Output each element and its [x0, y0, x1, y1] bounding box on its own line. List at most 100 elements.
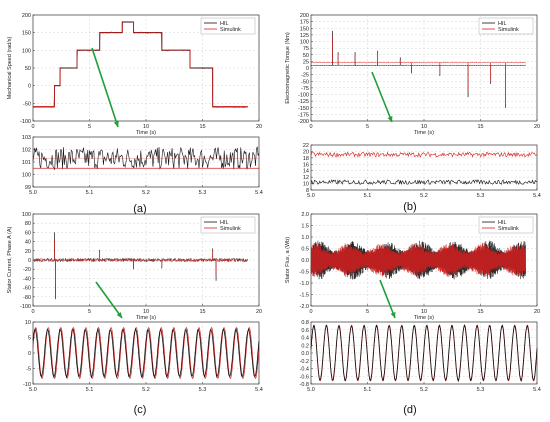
c-zoom-ytick-label: 0 — [28, 351, 31, 357]
d-main-ytick-label: 0.5 — [301, 247, 309, 253]
d-main-ytick-label: -0.5 — [300, 270, 309, 276]
a-zoom-xtick-label: 5.4 — [255, 190, 263, 196]
b-zoom-series-hil — [310, 179, 538, 186]
panel-b-main-chart: 2001751501251007550250-25-50-75-100-125-… — [285, 13, 540, 136]
c-zoom-ytick-label: 10 — [25, 320, 31, 326]
a-main-xlabel: Time (s) — [136, 130, 156, 136]
b-main-ytick-label: -25 — [301, 73, 309, 79]
b-zoom-ytick-label: 14 — [303, 169, 309, 175]
d-main-legend-label-simulink: Simulink — [498, 226, 519, 232]
c-main-ytick-label: 40 — [25, 240, 31, 246]
c-main-legend-label-simulink: Simulink — [220, 226, 241, 232]
a-zoom-xtick-label: 5.0 — [29, 190, 37, 196]
d-zoom-series-hil — [310, 323, 538, 383]
zoom-arrow-shaft — [371, 71, 393, 123]
a-main-ytick-label: 50 — [25, 66, 31, 72]
b-zoom-ytick-label: 8 — [306, 188, 309, 194]
d-main-xtick-label: 0 — [309, 309, 312, 315]
d-zoom-ytick-label: -0.6 — [300, 374, 309, 380]
c-main-legend-label-hil: HIL — [220, 220, 229, 226]
d-main-xtick-label: 5 — [366, 309, 369, 315]
d-main-ytick-label: 1.0 — [301, 235, 309, 241]
b-main-legend-label-simulink: Simulink — [498, 27, 519, 33]
b-main-ytick-label: 175 — [300, 20, 309, 26]
zoom-arrow-shaft — [91, 47, 119, 128]
b-main-ytick-label: 125 — [300, 33, 309, 39]
a-zoom-ytick-label: 99 — [25, 185, 31, 191]
d-main-ytick-label: -2.0 — [300, 304, 309, 310]
panel-c-zoom-arrow — [95, 281, 123, 319]
c-zoom-xtick-label: 5.1 — [86, 387, 94, 393]
d-main-xtick-label: 20 — [534, 309, 540, 315]
d-main-xlabel: Time (s) — [414, 315, 434, 321]
a-main-ytick-label: -100 — [20, 119, 31, 125]
a-zoom-series-hil — [32, 146, 260, 171]
a-main-series-simulink — [33, 21, 248, 107]
panel-a-zoom-arrow — [91, 47, 119, 128]
d-main-series-hil — [310, 240, 526, 280]
c-zoom-ytick-label: 5 — [28, 336, 31, 342]
d-main-ytick-label: 1.5 — [301, 224, 309, 230]
panel-a-zoom-chart: 103 102 101 100 995.0 5.1 5.2 5.3 5.4 — [22, 135, 263, 196]
a-zoom-xtick-label: 5.2 — [142, 190, 150, 196]
b-zoom-ytick-label: 10 — [303, 182, 309, 188]
a-main-ytick-label: 200 — [22, 13, 31, 19]
b-main-xtick-label: 15 — [477, 124, 483, 130]
a-zoom-ytick-label: 102 — [22, 148, 31, 154]
c-main-legend — [200, 216, 256, 234]
c-main-ytick-label: -40 — [23, 276, 31, 282]
panel-d-caption: (d) — [403, 404, 416, 416]
c-zoom-series-simulink — [32, 327, 260, 379]
a-zoom-ytick-label: 101 — [22, 160, 31, 166]
d-zoom-xtick-label: 5.2 — [420, 387, 428, 393]
b-main-ytick-label: 100 — [300, 40, 309, 46]
b-zoom-series-simulink — [310, 151, 538, 158]
a-main-ytick-label: -50 — [23, 101, 31, 107]
b-main-ytick-label: 50 — [303, 53, 309, 59]
b-zoom-xtick-label: 5.3 — [477, 193, 485, 199]
b-main-ytick-label: 75 — [303, 46, 309, 52]
b-main-ytick-label: -150 — [298, 106, 309, 112]
b-main-ytick-label: 150 — [300, 26, 309, 32]
d-zoom-ytick-label: 0.0 — [301, 351, 309, 357]
c-zoom-series-hil — [32, 327, 260, 379]
b-zoom-ytick-label: 16 — [303, 162, 309, 168]
c-main-ytick-label: 80 — [25, 221, 31, 227]
b-zoom-xtick-label: 5.0 — [307, 193, 315, 199]
c-main-series-simulink — [32, 257, 248, 263]
b-zoom-plot-area — [310, 144, 538, 191]
d-zoom-ytick-label: -0.4 — [300, 367, 309, 373]
a-zoom-xtick-label: 5.1 — [86, 190, 94, 196]
panel-d-zoom-arrow — [379, 279, 396, 319]
panel-b-zoom-arrow — [371, 71, 393, 123]
a-main-ylabel: Mechanical Speed (rad/s) — [7, 36, 13, 99]
c-main-ylabel: Stator Current, Phase A (A) — [7, 227, 13, 294]
c-zoom-xtick-label: 5.0 — [29, 387, 37, 393]
b-main-ytick-label: -175 — [298, 112, 309, 118]
c-main-ytick-label: 20 — [25, 249, 31, 255]
a-main-ytick-label: 0 — [28, 84, 31, 90]
b-main-xtick-label: 20 — [534, 124, 540, 130]
b-main-ytick-label: -200 — [298, 119, 309, 125]
b-main-xlabel: Time (s) — [414, 130, 434, 136]
b-zoom-ytick-label: 22 — [303, 143, 309, 149]
a-main-ytick-label: 100 — [22, 48, 31, 54]
a-main-xtick-label: 10 — [143, 124, 149, 130]
a-main-legend — [200, 17, 256, 35]
b-main-ytick-label: -50 — [301, 79, 309, 85]
b-main-ylabel: Electromagnetic Torque (Nm) — [285, 32, 291, 104]
b-zoom-ytick-label: 20 — [303, 149, 309, 155]
c-main-ytick-label: -20 — [23, 267, 31, 273]
b-main-ytick-label: -100 — [298, 93, 309, 99]
d-main-ylabel: Stator Flux, a (Wb) — [285, 237, 291, 283]
b-main-legend — [478, 17, 534, 35]
a-main-legend-label-simulink: Simulink — [220, 27, 241, 33]
c-main-ytick-label: 0 — [28, 258, 31, 264]
b-main-xtick-label: 10 — [421, 124, 427, 130]
panel-c-caption: (c) — [134, 404, 147, 416]
d-zoom-xtick-label: 5.1 — [364, 387, 372, 393]
d-zoom-ytick-label: 0.8 — [301, 320, 309, 326]
d-zoom-ytick-label: 0.6 — [301, 328, 309, 334]
